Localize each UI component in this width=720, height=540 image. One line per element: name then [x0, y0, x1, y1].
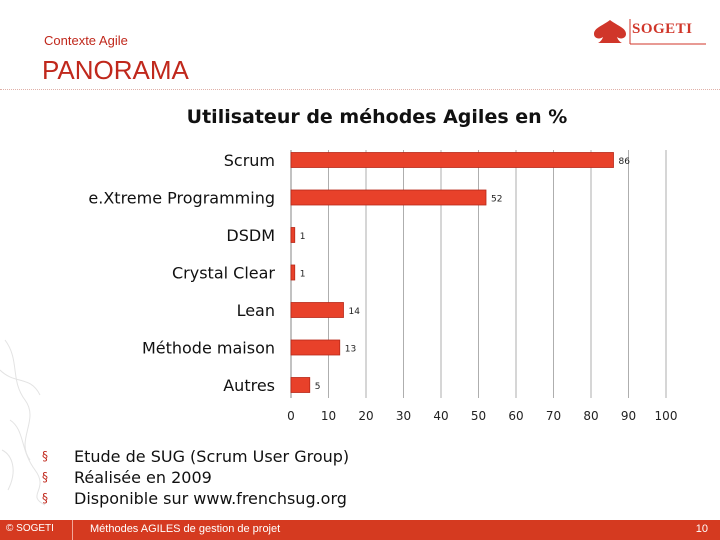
x-tick-label: 50: [471, 409, 486, 423]
x-tick-label: 40: [433, 409, 448, 423]
category-label: Autres: [223, 376, 275, 395]
bar: [290, 152, 614, 168]
logo-text: SOGETI: [632, 21, 693, 37]
slide-title: PANORAMA: [42, 55, 189, 85]
bullet-item: § Réalisée en 2009: [42, 467, 349, 488]
bullet-list: § Etude de SUG (Scrum User Group) § Réal…: [42, 446, 349, 509]
decorative-sketch: [0, 339, 46, 506]
data-label: 1: [300, 232, 306, 242]
chart-title: Utilisateur de méhodes Agiles en %: [187, 106, 568, 128]
bullet-text: Disponible sur www.frenchsug.org: [74, 489, 347, 508]
bar: [290, 339, 341, 356]
grid-layer: [290, 150, 667, 398]
bullet-square-icon: §: [42, 449, 48, 463]
bar-chart: Utilisateur de méhodes Agiles en % 0 10 20…: [88, 106, 677, 423]
x-tick-label: 30: [396, 409, 411, 423]
bar: [290, 227, 296, 243]
footer-separator: [72, 520, 73, 540]
bullet-square-icon: §: [42, 491, 48, 505]
x-tick-label: 70: [546, 409, 561, 423]
x-tick-label: 20: [358, 409, 373, 423]
bar-layer: [290, 152, 614, 393]
x-tick-label: 10: [321, 409, 336, 423]
data-label: 86: [619, 157, 631, 167]
x-tick-label: 60: [508, 409, 523, 423]
page-number: 10: [695, 523, 708, 535]
footer-subtitle: Méthodes AGILES de gestion de projet: [90, 523, 281, 535]
x-tick-label: 90: [621, 409, 636, 423]
category-label: Méthode maison: [142, 339, 275, 358]
bullet-item: § Etude de SUG (Scrum User Group): [42, 446, 349, 467]
x-tick-label: 80: [583, 409, 598, 423]
x-tick-label: 0: [287, 409, 295, 423]
bar: [290, 264, 296, 281]
title-divider: [0, 89, 720, 90]
category-label: DSDM: [226, 226, 275, 245]
bullet-text: Réalisée en 2009: [74, 468, 212, 487]
sogeti-logo: [594, 19, 706, 45]
data-label: 1: [300, 270, 306, 280]
footer-bar: [0, 520, 720, 540]
bullet-item: § Disponible sur www.frenchsug.org: [42, 488, 349, 509]
data-label: 13: [345, 345, 356, 355]
category-label: Scrum: [224, 151, 275, 170]
category-label: Crystal Clear: [172, 264, 275, 283]
bar: [290, 377, 311, 393]
label-layer: 0 10 20 30 40 50 60 70 80 90 100 Scrum 86 e.Xtreme Pr…: [88, 151, 677, 423]
bar: [290, 302, 344, 318]
footer-copyright: © SOGETI: [6, 523, 54, 534]
bullet-square-icon: §: [42, 470, 48, 484]
spade-icon: [594, 20, 626, 43]
category-label: Lean: [237, 301, 275, 320]
data-label: 5: [315, 382, 321, 392]
category-label: e.Xtreme Programming: [88, 189, 275, 208]
x-tick-label: 100: [655, 409, 678, 423]
context-label: Contexte Agile: [44, 33, 128, 48]
data-label: 14: [349, 307, 361, 317]
bar: [290, 189, 487, 206]
data-label: 52: [491, 195, 502, 205]
bullet-text: Etude de SUG (Scrum User Group): [74, 447, 350, 466]
